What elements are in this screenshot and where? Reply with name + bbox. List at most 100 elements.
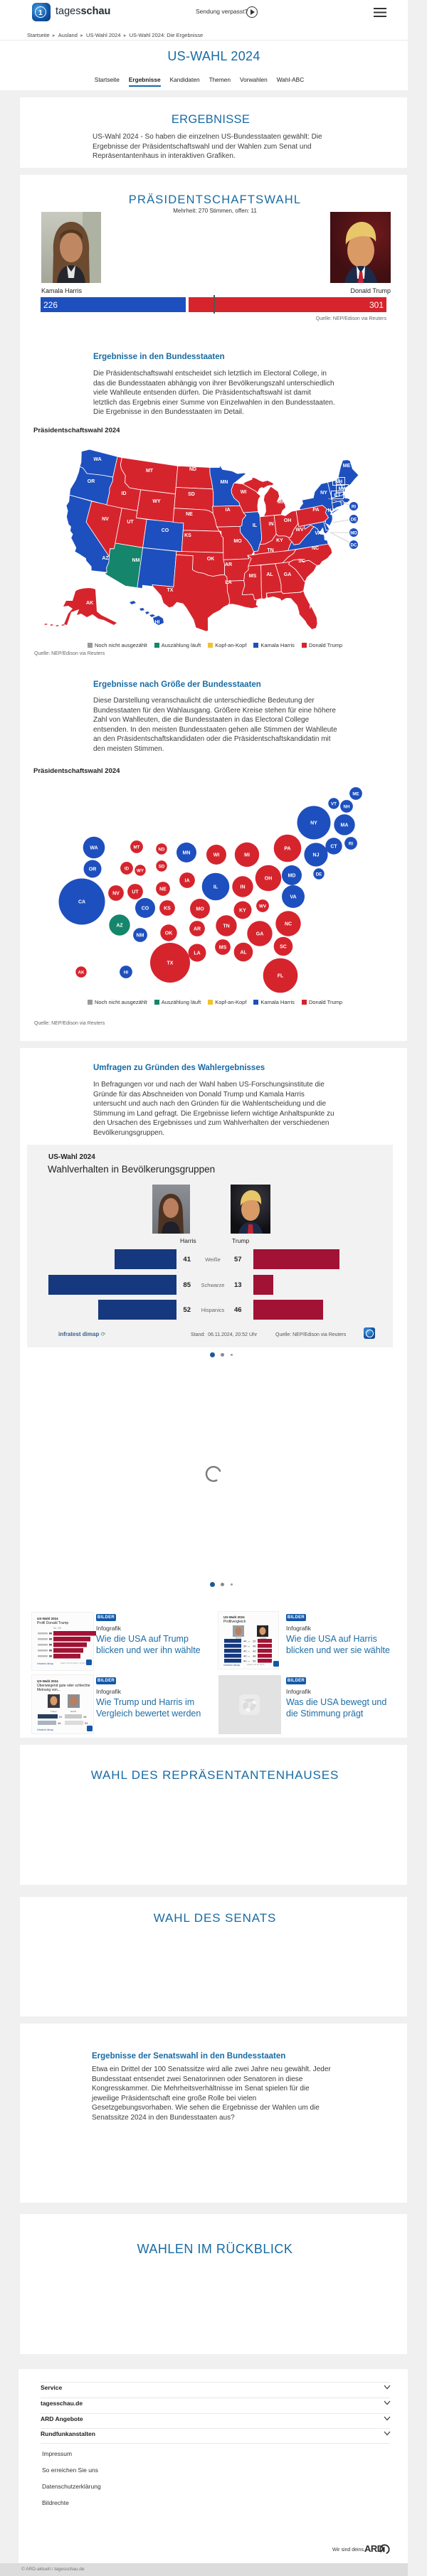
svg-text:48: 48	[253, 1655, 256, 1658]
svg-text:SD: SD	[188, 492, 195, 497]
svg-text:MI: MI	[278, 500, 283, 505]
svg-text:TX: TX	[167, 961, 174, 966]
svg-text:LA: LA	[194, 951, 200, 956]
svg-text:Infratest dimap: Infratest dimap	[223, 1664, 240, 1667]
svg-text:29: 29	[253, 1640, 256, 1643]
svg-text:40: 40	[243, 1660, 247, 1663]
svg-text:NC: NC	[312, 546, 319, 551]
svg-text:LA: LA	[225, 580, 231, 585]
svg-text:RI: RI	[349, 841, 353, 846]
svg-text:VT: VT	[331, 801, 337, 806]
svg-text:NV: NV	[112, 891, 120, 896]
svg-text:IL: IL	[253, 523, 258, 528]
svg-text:TX: TX	[167, 588, 174, 593]
svg-text:ME: ME	[352, 791, 359, 796]
svg-text:UT: UT	[127, 520, 134, 525]
svg-text:WY: WY	[152, 499, 161, 504]
svg-text:Profilvergleich: Profilvergleich	[223, 1620, 246, 1624]
svg-text:48: 48	[83, 1715, 87, 1719]
svg-text:US-Wahl 2024: US-Wahl 2024	[37, 1617, 58, 1620]
svg-text:AK: AK	[78, 970, 85, 975]
svg-text:OR: OR	[89, 867, 97, 872]
svg-text:KS: KS	[164, 906, 171, 911]
svg-text:vs: vs	[248, 1655, 251, 1658]
svg-text:40: 40	[243, 1655, 247, 1658]
svg-text:NJ: NJ	[313, 853, 320, 857]
svg-text:MI: MI	[244, 853, 250, 857]
svg-text:NE: NE	[159, 887, 167, 892]
svg-text:IL: IL	[214, 885, 218, 889]
svg-text:MT: MT	[146, 469, 154, 474]
svg-text:51: 51	[59, 1715, 63, 1719]
svg-text:Überwiegend gute oder schlecht: Überwiegend gute oder schlechte	[37, 1683, 90, 1688]
svg-text:MA: MA	[339, 487, 347, 492]
svg-text:Trump: Trump	[260, 1637, 266, 1640]
svg-text:CA: CA	[80, 574, 88, 579]
svg-text:IA: IA	[226, 508, 231, 513]
svg-text:CT: CT	[334, 493, 341, 498]
svg-text:VT: VT	[325, 471, 332, 476]
svg-text:Harris: Harris	[70, 1710, 76, 1713]
svg-text:Meinung von...: Meinung von...	[37, 1688, 60, 1692]
svg-text:54...59: 54...59	[53, 1627, 61, 1630]
svg-text:ID: ID	[122, 491, 127, 496]
svg-text:vs: vs	[248, 1660, 251, 1663]
svg-text:KS: KS	[184, 533, 191, 538]
svg-text:NE: NE	[186, 512, 193, 517]
svg-text:KY: KY	[276, 538, 283, 543]
svg-text:AR: AR	[194, 926, 201, 931]
svg-text:ME: ME	[343, 464, 351, 469]
svg-text:vs: vs	[248, 1645, 251, 1648]
svg-text:Infratest dimap: Infratest dimap	[37, 1662, 53, 1665]
svg-text:NV: NV	[102, 517, 109, 522]
svg-text:US-Wahl 2024: US-Wahl 2024	[223, 1615, 245, 1619]
svg-text:ID: ID	[125, 866, 130, 871]
svg-text:UT: UT	[132, 889, 139, 894]
svg-text:KY: KY	[239, 908, 246, 913]
svg-text:Stand: 30.10.2024: Stand: 30.10.2024	[247, 1663, 265, 1666]
svg-text:IA: IA	[185, 878, 190, 883]
svg-text:NY: NY	[320, 491, 327, 496]
svg-text:IN: IN	[269, 522, 274, 527]
svg-text:US-Wahl 2024: US-Wahl 2024	[37, 1679, 58, 1683]
svg-text:HI: HI	[124, 970, 128, 975]
svg-text:PA: PA	[312, 508, 319, 513]
svg-text:WV: WV	[259, 904, 267, 909]
svg-text:VA: VA	[290, 894, 296, 899]
svg-text:MO: MO	[196, 907, 204, 912]
svg-text:53: 53	[85, 1721, 88, 1725]
svg-text:WI: WI	[241, 490, 247, 495]
svg-text:GA: GA	[256, 931, 264, 936]
svg-text:AK: AK	[86, 601, 93, 606]
svg-text:FL: FL	[278, 973, 284, 978]
svg-text:Trump: Trump	[51, 1710, 57, 1713]
svg-text:AL: AL	[240, 950, 247, 955]
svg-text:RI: RI	[352, 504, 356, 509]
svg-text:VA: VA	[315, 531, 321, 536]
svg-text:SC: SC	[298, 559, 305, 564]
svg-text:CO: CO	[142, 906, 149, 911]
svg-text:GA: GA	[284, 572, 292, 577]
svg-text:CA: CA	[78, 899, 85, 904]
svg-text:MD: MD	[350, 530, 357, 535]
svg-text:MN: MN	[221, 480, 228, 485]
svg-text:42: 42	[253, 1650, 256, 1653]
svg-text:SC: SC	[280, 944, 287, 949]
svg-text:SD: SD	[159, 864, 165, 869]
svg-text:NJ: NJ	[328, 508, 334, 513]
svg-text:NM: NM	[132, 558, 140, 563]
svg-text:MT: MT	[134, 845, 140, 850]
svg-text:WY: WY	[137, 868, 144, 873]
svg-text:59: 59	[253, 1660, 256, 1663]
svg-text:TN: TN	[267, 548, 273, 553]
svg-text:ND: ND	[189, 467, 196, 472]
svg-text:MS: MS	[249, 574, 257, 579]
svg-text:OH: OH	[265, 876, 273, 881]
svg-text:MS: MS	[219, 945, 227, 950]
svg-text:MA: MA	[341, 823, 349, 828]
svg-text:OK: OK	[207, 557, 215, 562]
svg-text:Harris: Harris	[236, 1637, 241, 1640]
svg-text:AZ: AZ	[116, 923, 123, 928]
svg-text:CT: CT	[330, 844, 337, 849]
svg-text:NH: NH	[335, 480, 342, 485]
